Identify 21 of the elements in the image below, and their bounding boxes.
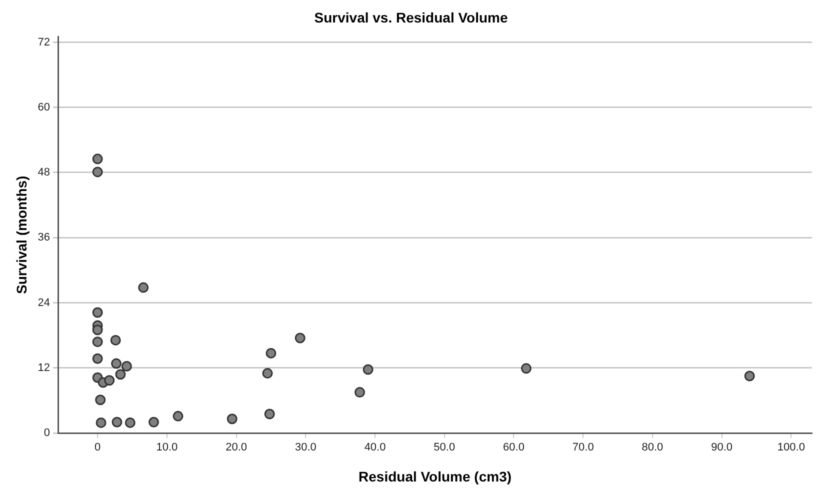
y-tick-label: 48 [38,166,50,179]
x-tick-label: 30.0 [294,442,316,454]
x-tick-label: 60.0 [503,442,524,454]
y-axis-title: Survival (months) [13,176,30,294]
y-tick-label: 36 [38,232,50,244]
y-tick-label: 72 [38,36,50,48]
x-tick-label: 40.0 [364,442,386,454]
x-tick-label: 10.0 [156,442,178,454]
x-axis-title: Residual Volume (cm3) [358,468,512,484]
x-tick-label: 0 [94,442,101,454]
y-tick-label: 0 [44,427,50,440]
chart-title: Survival vs. Residual Volume [314,9,508,26]
x-tick-label: 70.0 [572,442,594,454]
x-tick-label: 20.0 [226,442,248,454]
y-tick-label: 60 [38,101,50,114]
y-tick-label: 24 [38,296,50,309]
x-tick-label: 50.0 [434,442,456,454]
x-tick-label: 100.0 [777,442,805,454]
x-tick-label: 80.0 [642,442,664,454]
y-tick-label: 12 [38,362,50,374]
x-tick-label: 90.0 [711,442,733,454]
